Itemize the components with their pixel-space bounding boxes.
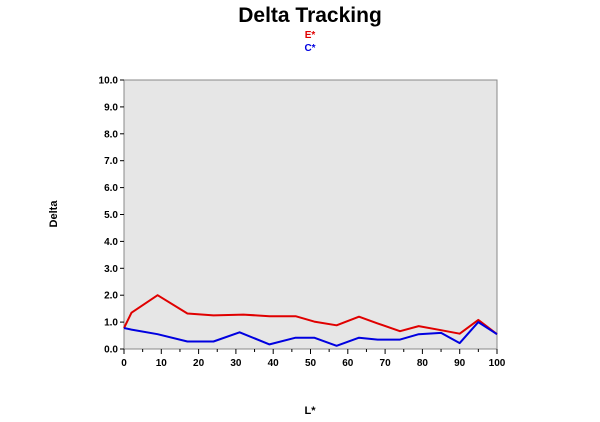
plot-area xyxy=(123,79,498,350)
series-line-e xyxy=(123,294,498,335)
x-tick-label: 100 xyxy=(489,358,506,369)
legend-entry-c: C* xyxy=(304,43,315,54)
x-tick-label: 40 xyxy=(268,358,280,369)
x-tick-label: 20 xyxy=(193,358,205,369)
y-tick-label: 10.0 xyxy=(99,76,119,87)
legend-entry-e: E* xyxy=(305,30,316,41)
x-tick-label: 90 xyxy=(454,358,466,369)
series-lines xyxy=(123,294,498,347)
y-tick-label: 9.0 xyxy=(104,102,118,113)
y-axis-label: Delta xyxy=(48,200,60,228)
x-tick-label: 10 xyxy=(156,358,168,369)
series-line-c xyxy=(123,321,498,347)
y-tick-label: 0.0 xyxy=(104,345,118,356)
y-tick-label: 3.0 xyxy=(104,264,118,275)
y-tick-label: 4.0 xyxy=(104,237,118,248)
y-tick-label: 6.0 xyxy=(104,183,118,194)
x-tick-label: 60 xyxy=(342,358,354,369)
y-tick-label: 7.0 xyxy=(104,156,118,167)
chart-title: Delta Tracking xyxy=(238,4,382,27)
y-tick-label: 5.0 xyxy=(104,210,118,221)
axis-ticks: 0.0 1.0 2.0 3.0 4.0 5.0 6.0 7.0 8.0 9.0 10.0 0 10 20 3… xyxy=(99,76,506,370)
x-tick-label: 0 xyxy=(121,358,127,369)
x-tick-label: 80 xyxy=(417,358,429,369)
x-axis-label: L* xyxy=(305,405,317,417)
x-tick-label: 70 xyxy=(380,358,392,369)
y-tick-label: 1.0 xyxy=(104,318,118,329)
x-tick-label: 50 xyxy=(305,358,317,369)
y-tick-label: 8.0 xyxy=(104,129,118,140)
y-tick-label: 2.0 xyxy=(104,291,118,302)
x-tick-label: 30 xyxy=(230,358,242,369)
